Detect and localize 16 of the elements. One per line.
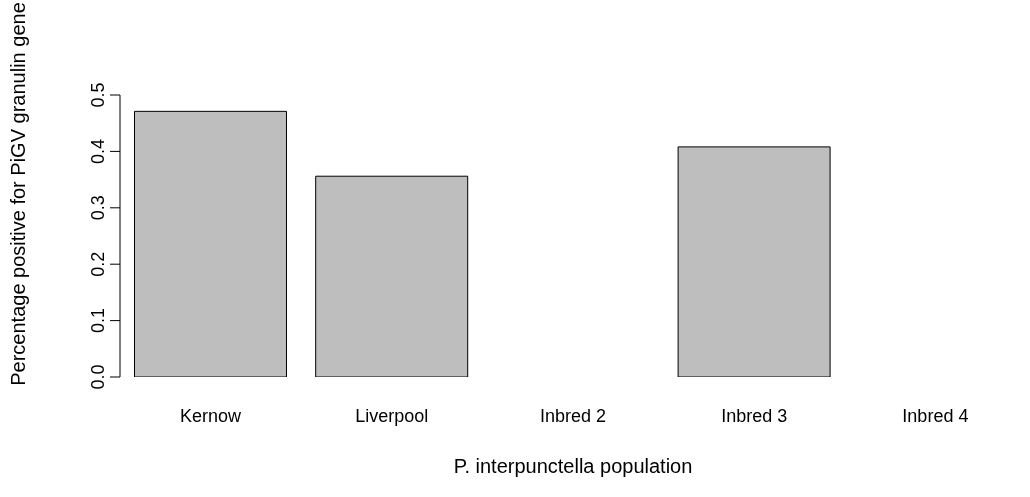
bar xyxy=(134,110,287,377)
y-tick-label: 0.3 xyxy=(88,195,108,221)
bar xyxy=(677,146,831,377)
y-axis-title: Percentage positive for PiGV granulin gene xyxy=(7,2,30,386)
x-tick-label: Inbred 2 xyxy=(539,405,607,426)
bar xyxy=(315,175,469,377)
x-tick-label: Kernow xyxy=(180,405,243,426)
y-tick-label: 0.5 xyxy=(88,82,108,108)
y-tick-label: 0.2 xyxy=(88,251,108,277)
x-tick-label: Liverpool xyxy=(355,405,429,426)
y-tick-label: 0.1 xyxy=(88,308,108,334)
y-tick-label: 0.4 xyxy=(88,138,108,164)
x-tick-label: Inbred 3 xyxy=(721,405,788,426)
x-axis-title: P. interpunctella population xyxy=(453,455,693,477)
x-tick-label: Inbred 4 xyxy=(902,405,969,426)
y-tick-label: 0.0 xyxy=(88,364,108,390)
